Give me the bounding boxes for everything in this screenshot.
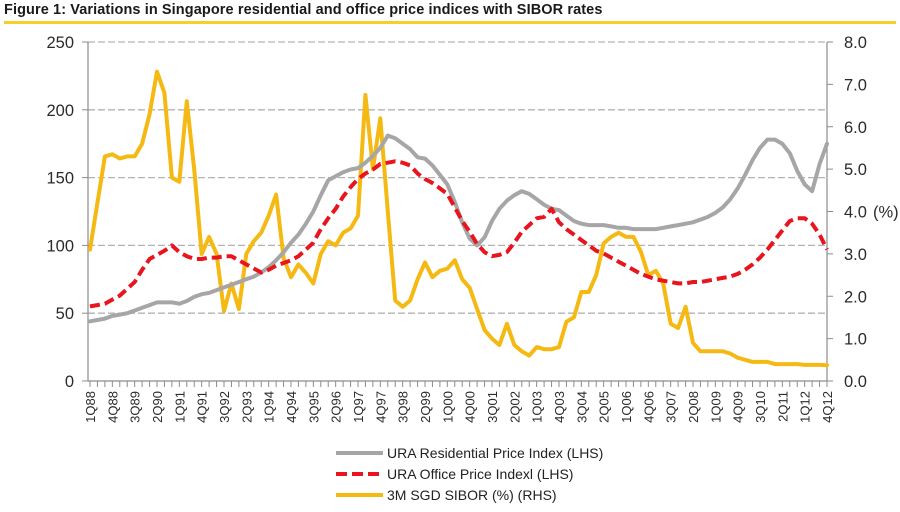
x-tick-label: 3Q07 xyxy=(664,391,679,423)
y-left-tick-label: 200 xyxy=(46,102,74,120)
legend: URA Residential Price Index (LHS) URA Off… xyxy=(336,445,603,503)
x-tick-label: 4Q09 xyxy=(731,391,746,423)
x-tick-label: 3Q95 xyxy=(306,391,321,423)
x-tick-label: 3Q01 xyxy=(485,391,500,423)
y-right-tick-label: 1.0 xyxy=(844,331,867,349)
x-tick-label: 4Q94 xyxy=(284,391,299,423)
y-right-tick-label: 6.0 xyxy=(844,119,867,137)
x-tick-label: 1Q06 xyxy=(619,391,634,423)
legend-label: URA Office Price Indexl (LHS) xyxy=(387,466,573,482)
axes xyxy=(87,42,828,387)
x-tick-label: 1Q97 xyxy=(351,391,366,423)
y-axis-left-ticks: 0 50 100 150 200 250 xyxy=(46,34,88,391)
legend-label: 3M SGD SIBOR (%) (RHS) xyxy=(387,487,557,503)
chart-title: Figure 1: Variations in Singapore reside… xyxy=(4,2,896,24)
x-tick-label: 2Q05 xyxy=(597,391,612,423)
x-tick-label: 3Q92 xyxy=(217,391,232,423)
y-right-tick-label: 8.0 xyxy=(844,34,867,52)
x-tick-label: 4Q12 xyxy=(820,391,835,423)
x-tick-label: 4Q03 xyxy=(552,391,567,423)
y-right-tick-label: 2.0 xyxy=(844,288,867,306)
y-axis-right-ticks: 0.0 1.0 2.0 3.0 4.0 5.0 6.0 7.0 8.0 xyxy=(827,34,867,391)
x-tick-label: 1Q91 xyxy=(172,391,187,423)
x-tick-label: 2Q08 xyxy=(686,391,701,423)
x-tick-label: 2Q99 xyxy=(418,391,433,423)
y-right-tick-label: 0.0 xyxy=(844,373,867,391)
y-left-tick-label: 100 xyxy=(46,237,74,255)
x-tick-label: 2Q93 xyxy=(239,391,254,423)
x-tick-label: 2Q11 xyxy=(775,391,790,422)
x-tick-label: 4Q91 xyxy=(195,391,210,423)
x-tick-label: 1Q12 xyxy=(798,391,813,423)
series-lines xyxy=(88,69,829,368)
legend-label: URA Residential Price Index (LHS) xyxy=(387,445,603,461)
y-left-tick-label: 150 xyxy=(46,170,74,188)
y-right-tick-label: 7.0 xyxy=(844,76,867,94)
y-right-tick-label: 4.0 xyxy=(844,204,867,222)
x-tick-label: 2Q96 xyxy=(329,391,344,423)
x-tick-label: 4Q88 xyxy=(105,391,120,423)
x-tick-label: 3Q98 xyxy=(396,391,411,423)
x-tick-label: 1Q09 xyxy=(708,391,723,423)
y-right-tick-label: 3.0 xyxy=(844,246,867,264)
x-tick-label: 1Q00 xyxy=(440,391,455,423)
gridlines xyxy=(88,41,827,314)
y-left-tick-label: 50 xyxy=(56,305,74,323)
y-left-tick-label: 250 xyxy=(46,34,74,52)
x-tick-label: 3Q04 xyxy=(574,391,589,423)
x-tick-label: 1Q03 xyxy=(530,391,545,423)
series-line-sibor xyxy=(88,69,829,368)
x-tick-label: 4Q00 xyxy=(463,391,478,423)
x-tick-label: 2Q02 xyxy=(507,391,522,423)
x-tick-label: 3Q89 xyxy=(128,391,143,423)
y-axis-right-unit-label: (%) xyxy=(873,204,899,222)
y-left-tick-label: 0 xyxy=(65,373,74,391)
y-right-tick-label: 5.0 xyxy=(844,161,867,179)
series-line-office xyxy=(89,159,829,309)
x-tick-label: 1Q88 xyxy=(83,391,98,423)
x-tick-label: 4Q06 xyxy=(641,391,656,423)
x-tick-label: 4Q97 xyxy=(373,391,388,423)
x-tick-label: 1Q94 xyxy=(262,391,277,423)
x-tick-label: 2Q90 xyxy=(150,391,165,423)
x-tick-label: 3Q10 xyxy=(753,391,768,423)
x-axis-ticks: 1Q88 4Q88 3Q89 2Q90 1Q91 4Q91 3Q92 2Q93 1Q94 4Q94… xyxy=(83,391,835,423)
